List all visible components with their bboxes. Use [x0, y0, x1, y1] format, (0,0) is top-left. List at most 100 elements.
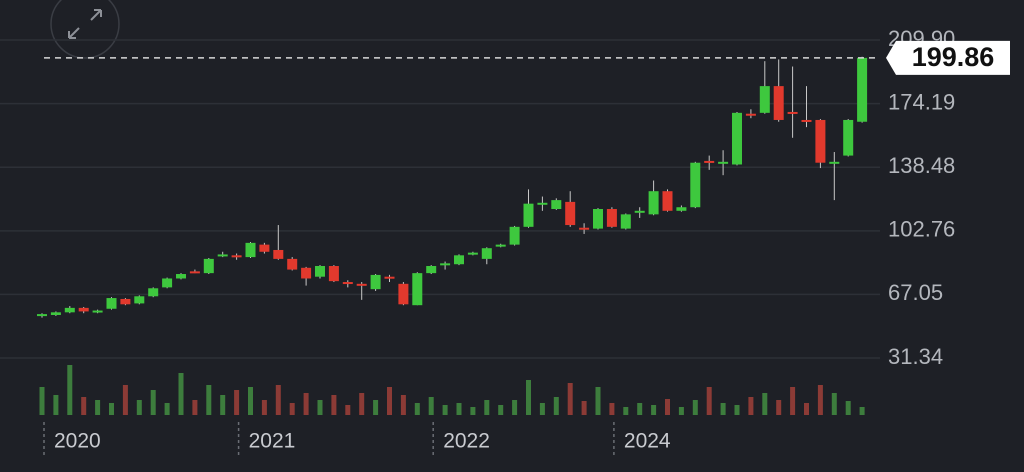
candle-body — [662, 191, 673, 211]
volume-bar — [150, 390, 156, 415]
volume-bar — [414, 403, 420, 415]
candle-body — [537, 202, 548, 205]
volume-bar — [53, 395, 59, 415]
volume-bar — [845, 401, 851, 415]
candle-body — [203, 258, 214, 274]
volume-bar — [498, 405, 504, 415]
candle-body — [134, 296, 145, 304]
candle-body — [843, 119, 854, 156]
candle-body — [370, 274, 381, 290]
candle-body — [829, 161, 840, 164]
candle-body — [231, 255, 242, 258]
candle-body — [467, 252, 478, 255]
candle-body — [148, 288, 159, 297]
candle-body — [50, 312, 61, 315]
volume-bar — [817, 385, 823, 415]
volume-bar — [275, 385, 281, 415]
volume-bar — [776, 400, 782, 415]
volume-bar — [317, 400, 323, 415]
candles — [37, 56, 868, 415]
x-tick-label: 2024 — [624, 430, 671, 453]
candle-body — [426, 266, 437, 274]
candle-body — [523, 203, 534, 227]
candle-body — [106, 298, 117, 309]
volume-bar — [609, 403, 615, 415]
candle-body — [342, 282, 353, 285]
volume-bar — [192, 400, 198, 415]
candle-body — [495, 244, 506, 247]
volume-bar — [539, 403, 545, 415]
candle-body — [676, 207, 687, 211]
candle-body — [857, 57, 868, 122]
volume-bar — [303, 393, 309, 415]
x-tick-label: 2022 — [443, 430, 490, 453]
volume-bar — [790, 387, 796, 415]
volume-bar — [651, 405, 657, 415]
candle-body — [412, 273, 423, 306]
candle-body — [815, 119, 826, 163]
candle-body — [37, 314, 47, 317]
candle-body — [217, 254, 228, 257]
volume-bar — [373, 400, 379, 415]
candle-body — [745, 113, 756, 116]
y-tick-label: 102.76 — [888, 217, 955, 242]
candle-body — [759, 86, 770, 113]
volume-bar — [95, 400, 101, 415]
volume-bar — [164, 403, 170, 415]
candle-body — [328, 266, 339, 282]
volume-bar — [220, 395, 226, 415]
volume-bar — [804, 403, 809, 415]
candle-body — [565, 201, 576, 226]
volume-bar — [345, 405, 351, 415]
candle-body — [593, 209, 603, 229]
expand-button[interactable] — [50, 0, 120, 59]
candle-body — [64, 307, 75, 313]
y-tick-label: 174.19 — [888, 89, 955, 114]
last-price-tag — [886, 40, 1010, 75]
candle-body — [620, 214, 631, 229]
volume-bar — [595, 387, 601, 415]
volume-bar — [512, 400, 518, 415]
candle-body — [509, 226, 520, 245]
volume-bar — [553, 397, 559, 415]
candle-body — [718, 161, 729, 164]
volume-bar — [39, 387, 45, 415]
volume-bar — [859, 407, 865, 415]
volume-bar — [122, 385, 128, 415]
candle-body — [120, 298, 131, 305]
candle-body — [634, 210, 645, 213]
volume-bar — [248, 387, 253, 415]
volume-bar — [331, 395, 337, 415]
x-tick-label: 2021 — [249, 430, 296, 453]
volume-bar — [67, 365, 73, 415]
candle-body — [162, 278, 173, 288]
volume-bar — [623, 407, 629, 415]
volume-bar — [567, 383, 573, 415]
volume-bar — [136, 400, 142, 415]
candle-body — [732, 112, 742, 165]
volume-bar — [762, 393, 768, 415]
volume-bar — [665, 399, 670, 415]
volume-bar — [206, 385, 212, 415]
candle-body — [454, 255, 464, 265]
volume-bar — [734, 405, 740, 415]
volume-bar — [637, 403, 643, 415]
volume-bar — [484, 400, 490, 415]
candle-body — [189, 271, 200, 274]
volume-bar — [442, 405, 448, 415]
volume-bar — [470, 407, 476, 415]
candle-body — [606, 209, 617, 227]
volume-bar — [428, 397, 434, 415]
candle-body — [481, 248, 492, 259]
volume-bar — [387, 387, 392, 415]
candle-body — [648, 191, 659, 215]
candle-body — [259, 244, 270, 252]
volume-bar — [748, 397, 754, 415]
volume-bar — [720, 403, 726, 415]
candle-body — [78, 307, 89, 312]
candle-body — [690, 162, 701, 208]
candle-body — [704, 160, 715, 163]
volume-bar — [581, 401, 587, 415]
